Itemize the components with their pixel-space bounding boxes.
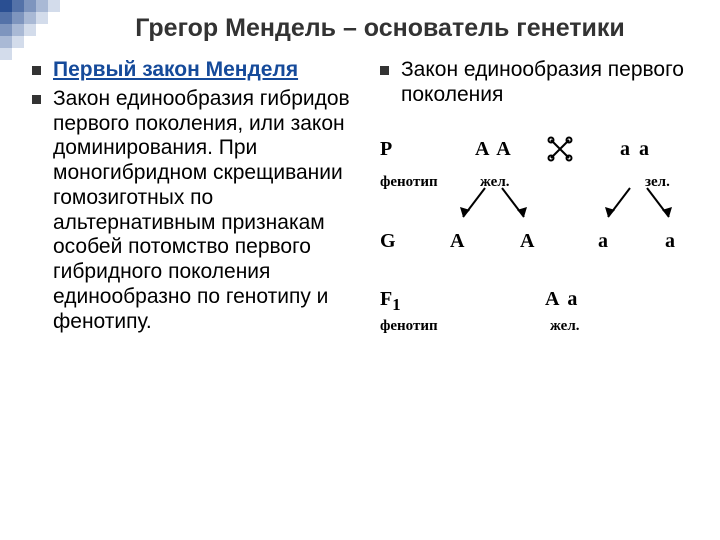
label-f1: F1 (380, 288, 401, 315)
arrow-icon (637, 183, 679, 225)
bullet-marker-icon (32, 66, 41, 75)
right-column: Закон единообразия первого поколения P A… (370, 58, 700, 530)
label-f1-letter: F (380, 288, 392, 310)
label-phenotype-f1: фенотип (380, 318, 438, 335)
label-p: P (380, 138, 392, 161)
f1-genotype: A a (545, 288, 579, 311)
gamete-1: A (450, 230, 464, 253)
bullet-heading: Первый закон Менделя (32, 58, 360, 83)
left-heading: Первый закон Менделя (53, 58, 298, 83)
label-phenotype: фенотип (380, 174, 438, 191)
parent2-genotype: a a (620, 138, 651, 161)
gamete-3: a (598, 230, 608, 253)
gamete-4: a (665, 230, 675, 253)
right-heading: Закон единообразия первого поколения (401, 58, 700, 108)
arrow-icon (492, 183, 534, 225)
bullet-marker-icon (380, 66, 389, 75)
bullet-body: Закон единообразия гибридов первого поко… (32, 87, 360, 335)
bullet-marker-icon (32, 95, 41, 104)
label-f1-sub: 1 (392, 295, 400, 314)
arrow-icon (453, 183, 495, 225)
bullet-right-heading: Закон единообразия первого поколения (380, 58, 700, 108)
slide: Грегор Мендель – основатель генетики Пер… (0, 0, 720, 540)
parent1-genotype: A A (475, 138, 513, 161)
label-g: G (380, 230, 396, 253)
cross-icon (545, 134, 575, 164)
gamete-2: A (520, 230, 534, 253)
slide-title: Грегор Мендель – основатель генетики (70, 14, 690, 43)
content-columns: Первый закон Менделя Закон единообразия … (32, 58, 700, 530)
left-body-text: Закон единообразия гибридов первого поко… (53, 87, 360, 335)
genetics-diagram: P A A a a фенотип жел. (380, 138, 700, 368)
f1-phenotype: жел. (550, 318, 580, 335)
left-column: Первый закон Менделя Закон единообразия … (32, 58, 370, 530)
arrow-icon (598, 183, 640, 225)
